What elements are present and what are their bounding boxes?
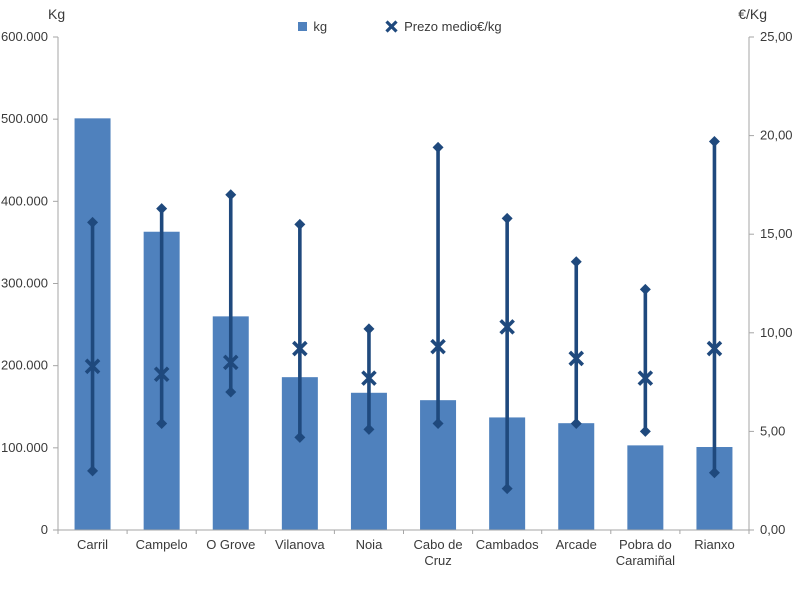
- left-tick-label: 300.000: [1, 276, 48, 291]
- legend-label-prezo-medio: Prezo medio€/kg: [404, 19, 502, 34]
- price-range-o-grove: [222, 189, 239, 398]
- category-label: Noia: [356, 537, 384, 552]
- left-tick-label: 500.000: [1, 111, 48, 126]
- price-hilo-series: [84, 136, 723, 495]
- right-tick-label: 25,00: [760, 29, 793, 44]
- category-label: Caramiñal: [616, 553, 675, 568]
- price-range-carril: [84, 216, 101, 477]
- category-label: Vilanova: [275, 537, 325, 552]
- right-tick-label: 20,00: [760, 128, 793, 143]
- left-tick-label: 0: [41, 522, 48, 537]
- bar-pobra-do-caramiñal: [627, 445, 664, 530]
- price-range-rianxo: [706, 136, 723, 479]
- bar-arcade: [558, 423, 595, 530]
- x-marker-icon: [385, 20, 398, 33]
- price-range-pobra-do-caramiñal: [637, 283, 654, 437]
- right-tick-label: 5,00: [760, 423, 785, 438]
- price-range-vilanova: [292, 218, 308, 443]
- price-range-cabo-de-cruz: [430, 141, 446, 430]
- bar-series-swatch-icon: [298, 22, 308, 31]
- right-axis-title: €/Kg: [738, 6, 767, 22]
- category-label: Campelo: [136, 537, 188, 552]
- price-range-campelo: [153, 203, 170, 430]
- legend-item-prezo-medio: Prezo medio€/kg: [385, 19, 502, 34]
- category-label: Cruz: [424, 553, 451, 568]
- price-range-arcade: [568, 256, 585, 430]
- price-range-cambados: [499, 212, 515, 495]
- left-axis-title: Kg: [48, 6, 66, 22]
- category-label: Carril: [77, 537, 108, 552]
- axes: [53, 36, 754, 534]
- right-tick-label: 0,00: [760, 522, 785, 537]
- category-label: O Grove: [206, 537, 255, 552]
- category-label: Cambados: [476, 537, 539, 552]
- price-range-noia: [361, 323, 377, 435]
- category-label: Arcade: [556, 537, 597, 552]
- bar-series: [74, 118, 733, 531]
- right-tick-label: 10,00: [760, 325, 793, 340]
- axis-labels: 600.000 500.000 400.000 300.000 200.000 100.0…: [1, 29, 793, 568]
- category-label: Pobra do: [619, 537, 672, 552]
- left-tick-label: 100.000: [1, 440, 48, 455]
- category-label: Rianxo: [694, 537, 734, 552]
- legend-item-kg: kg: [298, 19, 327, 34]
- left-tick-label: 200.000: [1, 358, 48, 373]
- category-label: Cabo de: [413, 537, 462, 552]
- left-tick-label: 600.000: [1, 29, 48, 44]
- chart-legend: kg Prezo medio€/kg: [0, 19, 800, 34]
- legend-label-kg: kg: [313, 19, 328, 34]
- right-tick-label: 15,00: [760, 226, 793, 241]
- left-tick-label: 400.000: [1, 193, 48, 208]
